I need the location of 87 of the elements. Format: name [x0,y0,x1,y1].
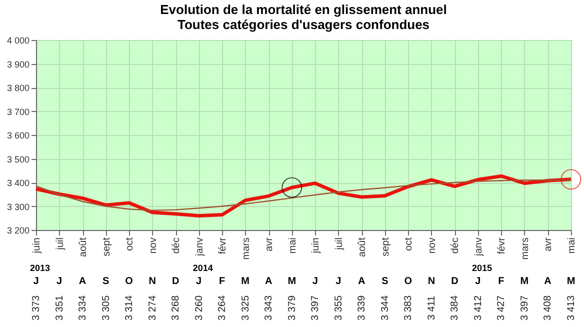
text: D [172,276,180,287]
x-tick-label: févr [218,236,229,254]
x-tick-label: juin [32,238,42,254]
text: O [125,276,134,287]
x-tick-label: juil [334,238,345,251]
text: 2014 [192,263,213,273]
data-label: 3 413 [566,295,577,321]
text: J [56,276,62,287]
data-label: 3 397 [310,295,322,321]
x-tick-label: avr [264,236,276,252]
x-tick-label: oct [124,237,136,251]
chart-subtitle: Toutes catégories d'usagers confondues [177,17,430,32]
data-label: 3 339 [356,295,368,321]
text: O [404,276,412,287]
x-tick-label: janv [473,238,484,257]
text: F [498,276,504,287]
data-label: 3 408 [542,295,554,321]
data-label: 3 274 [147,295,158,321]
line-series [35,180,572,211]
text: F [219,276,226,287]
x-tick-label: avr [543,236,554,252]
data-label: 3 351 [54,295,66,321]
text: M [241,276,250,287]
x-tick-label: févr [496,236,508,254]
y-tick-label: 3 300 [6,202,30,212]
y-tick-label: 3 600 [6,130,30,140]
text: J [196,276,202,287]
data-label: 3 325 [240,295,252,321]
x-tick-label: juil [54,238,66,251]
x-tick-label: août [357,237,368,257]
x-tick-label: nov [426,238,438,254]
data-label: 3 373 [31,295,42,321]
text: M [288,276,296,287]
x-tick-label: janv [194,238,206,257]
y-tick-label: 4 000 [6,36,30,46]
x-tick-label: juin [310,238,322,254]
y-tick-label: 3 800 [6,83,30,93]
data-label: 3 343 [264,295,275,321]
text: 2013 [30,263,50,273]
x-tick-label: sept [380,237,392,256]
data-label: 3 268 [170,295,182,321]
data-label: 3 305 [100,295,112,321]
data-label: 3 314 [124,295,136,321]
data-label: 3 379 [286,295,298,321]
data-label: 3 412 [472,295,484,321]
x-tick-label: mai [287,238,298,254]
text: S [382,276,389,287]
data-label: 3 384 [450,295,461,321]
text: M [520,276,529,287]
x-tick-label: oct [404,237,415,251]
data-label: 3 427 [496,295,508,321]
y-tick-label: 3 900 [6,59,30,70]
text: A [78,276,86,287]
text: J [336,276,342,287]
text: N [428,276,436,287]
x-tick-label: mai [566,238,578,254]
y-tick-label: 3 700 [6,106,30,117]
text: M [566,276,576,287]
text: J [33,276,39,287]
x-tick-label: déc [171,238,182,254]
x-tick-label: août [78,237,90,257]
x-tick-label: déc [450,238,462,254]
data-label: 3 397 [519,295,530,321]
y-tick-label: 3 500 [6,154,30,164]
text: J [475,276,481,287]
x-tick-label: mars [240,238,252,260]
data-label: 3 383 [403,295,414,321]
text: J [312,276,318,287]
x-tick-label: nov [148,238,159,254]
data-label: 3 411 [426,295,438,320]
text: N [148,276,156,287]
text: S [102,276,110,287]
data-label: 3 344 [380,295,391,321]
text: 2015 [472,263,492,273]
text: A [264,276,272,287]
data-label: 3 355 [333,295,344,321]
text: D [451,276,458,287]
chart-title: Evolution de la mortalité en glissement annuel [160,2,447,17]
text: A [544,276,552,287]
data-label: 3 260 [194,295,205,321]
data-label: 3 334 [78,295,89,321]
x-tick-label: sept [101,237,112,256]
data-label: 3 264 [217,295,228,321]
x-tick-label: mars [520,238,531,260]
y-tick-label: 3 400 [6,178,30,188]
y-tick-label: 3 200 [6,226,30,236]
text: A [358,276,366,287]
